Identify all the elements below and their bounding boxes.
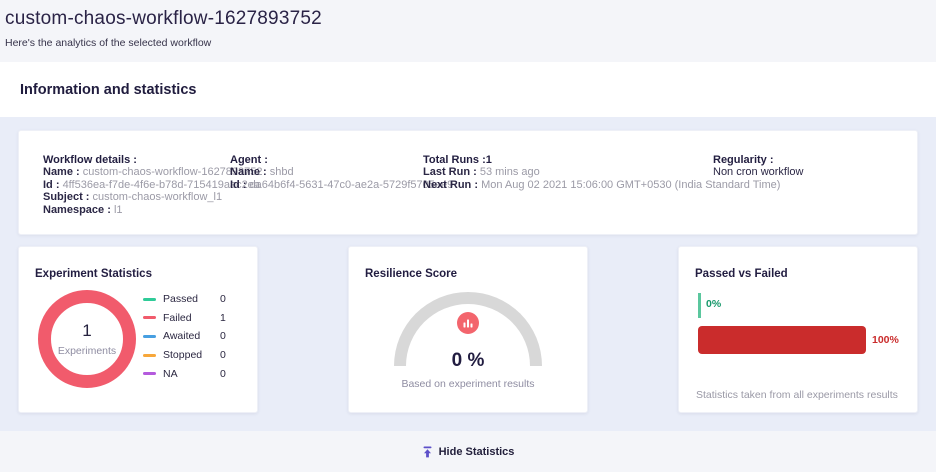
workflow-id-label: Id : — [43, 178, 60, 191]
workflow-id-row: Id : 4ff536ea-f7de-4f6e-b78d-715419aac2e… — [43, 179, 263, 191]
page-subtitle: Here's the analytics of the selected wor… — [5, 37, 212, 49]
stat-cards-row: Experiment Statistics 1 Experiments Pass… — [18, 246, 918, 413]
workflow-subject-label: Subject : — [43, 191, 90, 204]
legend-row-na: NA 0 — [143, 364, 236, 383]
workflow-details-column: Workflow details : Name : custom-chaos-w… — [43, 154, 263, 216]
last-run-row: Last Run : 53 mins ago — [423, 166, 780, 178]
legend-row-stopped: Stopped 0 — [143, 346, 236, 365]
workflow-name-row: Name : custom-chaos-workflow-1627893752 — [43, 166, 263, 178]
total-runs-column: Total Runs :1 Last Run : 53 mins ago Nex… — [423, 154, 780, 191]
last-run-value: 53 mins ago — [479, 166, 540, 179]
resilience-score-caption: Based on experiment results — [401, 378, 535, 390]
experiment-statistics-card: Experiment Statistics 1 Experiments Pass… — [18, 246, 258, 413]
experiments-count-label: Experiments — [57, 345, 117, 357]
workflow-subject-value: custom-chaos-workflow_l1 — [92, 191, 223, 204]
workflow-name-label: Name : — [43, 166, 80, 179]
regularity-heading: Regularity : — [713, 154, 774, 166]
resilience-score-title: Resilience Score — [365, 268, 458, 280]
agent-name-row: Name : shbd — [230, 166, 453, 178]
passed-legend-label: Passed — [163, 293, 199, 306]
agent-heading: Agent : — [230, 154, 268, 166]
workflow-subject-row: Subject : custom-chaos-workflow_l1 — [43, 191, 263, 203]
failed-legend-dash-icon — [143, 316, 156, 320]
experiment-statistics-title: Experiment Statistics — [35, 268, 152, 280]
stopped-legend-label: Stopped — [163, 349, 203, 362]
awaited-legend-dash-icon — [143, 334, 156, 338]
hide-statistics-button[interactable]: Hide Statistics — [422, 445, 515, 458]
agent-id-row: Id : da64b6f4-5631-47c0-ae2a-5729f5705ee… — [230, 179, 453, 191]
na-legend-dash-icon — [143, 372, 156, 376]
passed-legend-value: 0 — [220, 293, 226, 306]
workflow-namespace-row: Namespace : l1 — [43, 204, 263, 216]
regularity-value: Non cron workflow — [713, 166, 804, 179]
passed-vs-failed-caption: Statistics taken from all experiments re… — [696, 389, 898, 401]
collapse-up-icon — [423, 446, 432, 457]
legend-row-passed: Passed 0 — [143, 290, 236, 309]
page-title: custom-chaos-workflow-1627893752 — [5, 8, 322, 29]
experiment-statistics-legend: Passed 0 Failed 1 Awaited 0 Stopped 0 — [143, 290, 236, 383]
passed-legend-dash-icon — [143, 297, 156, 301]
passed-bar — [698, 293, 701, 318]
bar-chart-icon — [463, 319, 473, 327]
awaited-legend-label: Awaited — [163, 330, 201, 343]
passed-vs-failed-card: Passed vs Failed 0% 100% Statistics take… — [678, 246, 918, 413]
agent-column: Agent : Name : shbd Id : da64b6f4-5631-4… — [230, 154, 453, 191]
next-run-value: Mon Aug 02 2021 15:06:00 GMT+0530 (India… — [481, 178, 781, 191]
resilience-score-card: Resilience Score 0 % Based on experiment… — [348, 246, 588, 413]
total-runs-heading: Total Runs :1 — [423, 154, 492, 166]
resilience-badge — [457, 312, 479, 334]
legend-row-failed: Failed 1 — [143, 309, 236, 328]
experiments-count: 1 — [82, 321, 92, 340]
last-run-label: Last Run : — [423, 166, 477, 179]
failed-legend-label: Failed — [163, 311, 192, 324]
hide-statistics-label: Hide Statistics — [438, 445, 515, 458]
statistics-panel: Workflow details : Name : custom-chaos-w… — [0, 117, 936, 431]
passed-percentage-label: 0% — [706, 298, 722, 310]
footer-strip: Hide Statistics — [0, 431, 936, 472]
regularity-column: Regularity : Non cron workflow — [713, 154, 803, 179]
awaited-legend-value: 0 — [220, 330, 226, 343]
next-run-row: Next Run : Mon Aug 02 2021 15:06:00 GMT+… — [423, 179, 780, 191]
page-header: custom-chaos-workflow-1627893752 Here's … — [0, 0, 936, 62]
section-heading: Information and statistics — [20, 81, 197, 98]
workflow-details-card: Workflow details : Name : custom-chaos-w… — [18, 130, 918, 235]
stopped-legend-dash-icon — [143, 353, 156, 357]
agent-name-label: Name : — [230, 166, 267, 179]
information-statistics-bar: Information and statistics — [0, 62, 936, 117]
workflow-name-value: custom-chaos-workflow-1627893752 — [82, 166, 263, 179]
na-legend-value: 0 — [220, 367, 226, 380]
workflow-id-value: 4ff536ea-f7de-4f6e-b78d-715419aac2ea — [62, 178, 260, 191]
agent-id-label: Id : — [230, 178, 247, 191]
stopped-legend-value: 0 — [220, 349, 226, 362]
experiments-donut-chart: 1 Experiments — [38, 290, 136, 388]
resilience-score-value: 0 % — [451, 350, 485, 371]
workflow-details-heading: Workflow details : — [43, 154, 137, 166]
workflow-namespace-value: l1 — [113, 203, 123, 216]
workflow-namespace-label: Namespace : — [43, 203, 111, 216]
agent-name-value: shbd — [269, 166, 294, 179]
passed-vs-failed-title: Passed vs Failed — [695, 268, 788, 280]
na-legend-label: NA — [163, 367, 178, 380]
failed-bar — [698, 326, 866, 354]
legend-row-awaited: Awaited 0 — [143, 327, 236, 346]
failed-percentage-label: 100% — [872, 334, 899, 346]
agent-id-value: da64b6f4-5631-47c0-ae2a-5729f5705ee9 — [249, 178, 454, 191]
next-run-label: Next Run : — [423, 178, 478, 191]
failed-legend-value: 1 — [220, 311, 226, 324]
